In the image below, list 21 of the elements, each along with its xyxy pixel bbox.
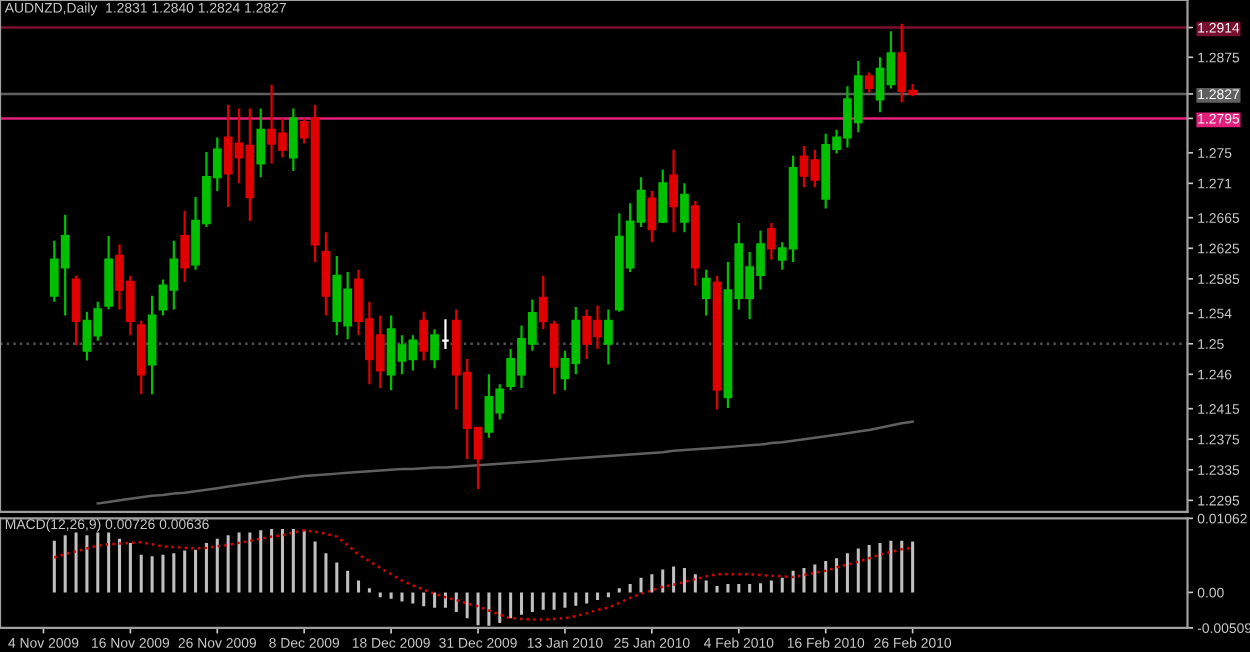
line-series bbox=[96, 420, 914, 505]
candlestick bbox=[701, 268, 711, 317]
candlestick bbox=[136, 319, 146, 396]
candlestick bbox=[288, 107, 298, 173]
candlestick bbox=[104, 234, 114, 311]
candlestick bbox=[680, 182, 689, 234]
candlestick bbox=[256, 107, 266, 179]
candlestick bbox=[430, 328, 439, 370]
candlestick bbox=[538, 274, 548, 331]
candlestick bbox=[147, 294, 157, 396]
candlestick bbox=[767, 221, 776, 261]
line-series bbox=[53, 529, 914, 621]
candlestick bbox=[419, 310, 429, 362]
candlestick bbox=[441, 318, 450, 351]
candlestick bbox=[180, 209, 190, 283]
candlestick bbox=[669, 148, 678, 234]
candlestick bbox=[658, 168, 668, 225]
candlestick bbox=[864, 71, 874, 94]
candlestick bbox=[690, 199, 700, 287]
candlestick bbox=[604, 308, 613, 366]
candlestick bbox=[321, 231, 331, 317]
